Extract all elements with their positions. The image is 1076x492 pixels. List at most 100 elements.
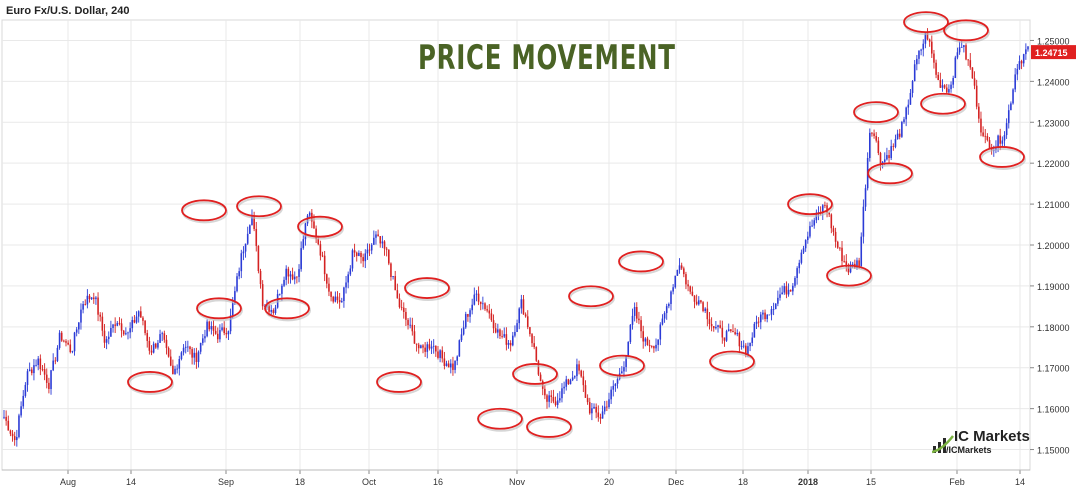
candle-body bbox=[920, 49, 922, 51]
candle-body bbox=[246, 233, 249, 244]
candle-body bbox=[90, 297, 93, 300]
candle-body bbox=[578, 364, 580, 371]
candle-body bbox=[268, 305, 270, 312]
candle-body bbox=[834, 231, 837, 242]
candle-body bbox=[550, 395, 553, 397]
candle-body bbox=[941, 85, 944, 88]
candle-body bbox=[1025, 49, 1027, 55]
candle-body bbox=[1016, 68, 1019, 75]
candle-body bbox=[253, 215, 255, 229]
candle-body bbox=[432, 345, 435, 347]
candle-body bbox=[725, 331, 728, 341]
candle-body bbox=[142, 317, 144, 321]
candle-body bbox=[488, 310, 491, 314]
candle-body bbox=[236, 276, 238, 292]
candle-body bbox=[473, 294, 476, 305]
candle-body bbox=[497, 329, 499, 333]
candle-body bbox=[125, 333, 127, 335]
candle-body bbox=[529, 327, 531, 335]
candle-body bbox=[475, 293, 478, 295]
candle-body bbox=[826, 205, 828, 213]
candle-body bbox=[191, 349, 193, 358]
candle-body bbox=[813, 220, 816, 226]
candle-body bbox=[873, 133, 875, 136]
candle-body bbox=[945, 87, 948, 93]
candle-body bbox=[259, 271, 262, 285]
candle-body bbox=[841, 247, 843, 262]
candle-body bbox=[296, 276, 298, 278]
candle-body bbox=[184, 346, 187, 348]
candle-body bbox=[792, 285, 794, 292]
candle-body bbox=[390, 263, 392, 278]
candle-body bbox=[210, 326, 213, 330]
candle-body bbox=[306, 215, 309, 224]
candle-body bbox=[843, 261, 845, 262]
candle-body bbox=[140, 311, 142, 318]
candle-body bbox=[462, 327, 465, 335]
candle-body bbox=[244, 243, 247, 252]
x-tick-label: Oct bbox=[362, 477, 377, 487]
candle-body bbox=[830, 214, 833, 229]
candle-body bbox=[52, 360, 54, 371]
candle-body bbox=[54, 360, 57, 362]
candle-body bbox=[719, 325, 721, 328]
swing-low-circle bbox=[867, 162, 913, 185]
candle-body bbox=[336, 296, 339, 300]
candle-body bbox=[30, 369, 33, 374]
candle-body bbox=[665, 306, 668, 314]
candle-body bbox=[697, 300, 700, 305]
candle-body bbox=[182, 347, 185, 353]
candle-body bbox=[730, 329, 732, 332]
candle-body bbox=[745, 345, 747, 356]
candle-body bbox=[781, 292, 783, 295]
candle-body bbox=[131, 319, 134, 329]
candle-body bbox=[772, 309, 775, 310]
candle-body bbox=[422, 345, 424, 348]
candle-body bbox=[204, 336, 206, 339]
candle-body bbox=[631, 315, 634, 325]
candle-body bbox=[875, 135, 878, 141]
candle-body bbox=[351, 250, 354, 269]
candle-body bbox=[548, 395, 550, 402]
candle-body bbox=[971, 67, 974, 79]
candle-body bbox=[409, 324, 411, 326]
candle-body bbox=[454, 360, 456, 370]
swing-high-circle bbox=[787, 193, 833, 216]
candle-body bbox=[163, 333, 166, 340]
candle-body bbox=[646, 338, 649, 345]
candle-body bbox=[332, 296, 335, 302]
candle-body bbox=[148, 340, 151, 351]
candle-body bbox=[916, 58, 918, 65]
candle-body bbox=[381, 241, 384, 244]
candle-body bbox=[3, 416, 5, 418]
candle-body bbox=[526, 316, 529, 328]
candle-body bbox=[58, 332, 61, 348]
candle-body bbox=[174, 368, 176, 375]
candle-body bbox=[851, 263, 854, 265]
candle-body bbox=[565, 379, 568, 387]
candle-body bbox=[749, 342, 751, 347]
candle-body bbox=[353, 250, 356, 253]
candle-body bbox=[633, 307, 636, 316]
candle-body bbox=[452, 363, 454, 370]
swing-high-circle bbox=[512, 363, 558, 385]
candle-body bbox=[655, 344, 657, 349]
candle-body bbox=[627, 341, 630, 356]
candle-body bbox=[824, 205, 826, 207]
candle-body bbox=[122, 330, 125, 335]
candle-body bbox=[751, 337, 754, 343]
candle-body bbox=[103, 330, 106, 343]
candle-body bbox=[533, 343, 535, 348]
swing-high-circle bbox=[903, 11, 949, 34]
candle-body bbox=[199, 342, 202, 352]
candle-body bbox=[956, 52, 959, 58]
candle-body bbox=[159, 334, 161, 343]
candle-body bbox=[490, 313, 493, 321]
x-tick-label: 16 bbox=[433, 477, 443, 487]
candle-body bbox=[612, 385, 615, 390]
candle-body bbox=[394, 276, 397, 291]
candle-body bbox=[785, 286, 788, 295]
candle-body bbox=[670, 291, 672, 304]
candle-body bbox=[847, 266, 850, 273]
candle-body bbox=[774, 303, 777, 310]
